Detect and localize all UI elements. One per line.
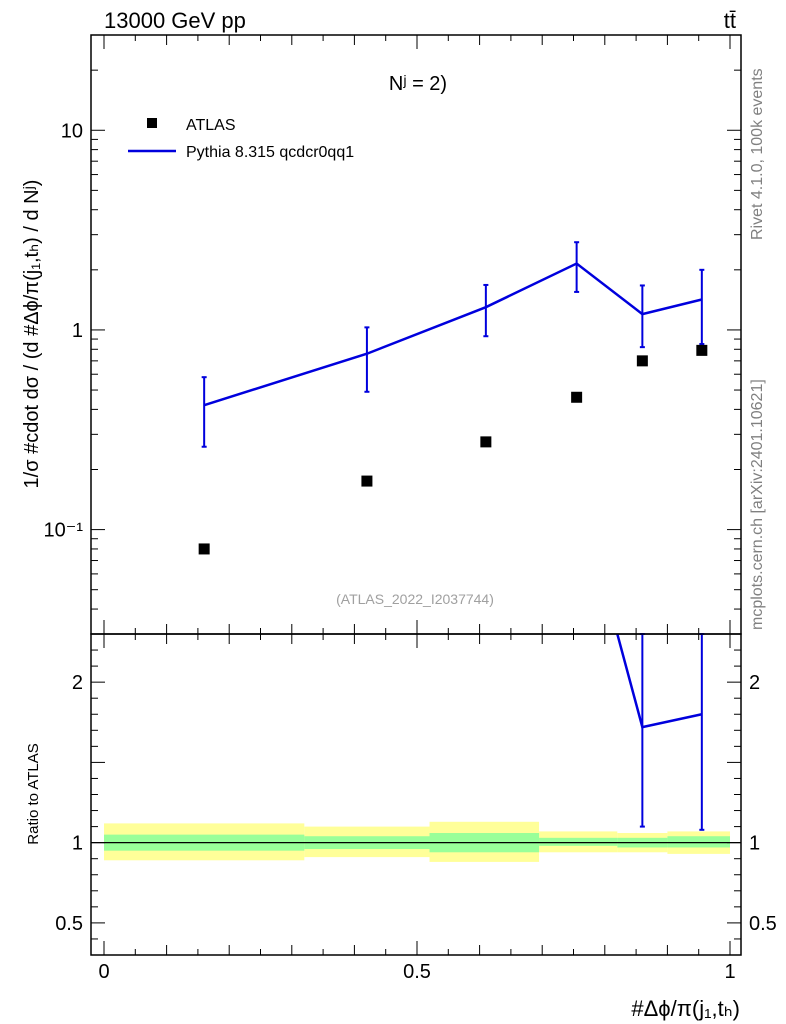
main-y-tick-label: 10⁻¹ <box>44 520 84 542</box>
header-process: tt̄ <box>724 8 736 33</box>
atlas-point <box>198 543 210 555</box>
ratio-y-tick-label-right: 0.5 <box>749 913 777 935</box>
header-energy: 13000 GeV pp <box>104 8 246 33</box>
ratio-y-tick-label-left: 0.5 <box>55 913 83 935</box>
atlas-point <box>696 344 708 356</box>
atlas-point <box>636 355 648 367</box>
ratio-bands <box>104 821 730 862</box>
pythia-line <box>203 262 703 407</box>
ratio-frame <box>90 633 742 956</box>
ratio-y-label: Ratio to ATLAS <box>25 743 42 844</box>
main-y-ticks: 10 1 10⁻¹ <box>44 34 741 635</box>
ratio-y-tick-label-right: 1 <box>749 833 760 855</box>
main-x-ticks <box>103 35 731 634</box>
ratio-band-inner <box>667 836 730 848</box>
ratio-y-tick-label-right: 2 <box>749 672 760 694</box>
ratio-mc <box>616 633 705 831</box>
ratio-x-tick-label: 0.5 <box>403 961 431 983</box>
legend-atlas-label: ATLAS <box>186 117 236 134</box>
ratio-y-tick-label-left: 2 <box>72 672 83 694</box>
ratio-band-inner <box>539 837 618 846</box>
main-y-tick-label: 10 <box>61 120 83 142</box>
main-series <box>198 241 708 555</box>
ratio-x-tick-label: 0 <box>98 961 109 983</box>
ratio-x-ticks <box>103 634 731 955</box>
atlas-point <box>480 436 492 448</box>
legend-pythia-label: Pythia 8.315 qcdcr0qq1 <box>186 144 354 161</box>
main-y-tick-label: 1 <box>72 320 83 342</box>
mcplots-label: mcplots.cern.ch [arXiv:2401.10621] <box>749 379 766 630</box>
legend-atlas-marker <box>147 118 157 128</box>
main-y-label: 1/σ #cdot dσ / (d #Δϕ/π(j₁,tₕ) / d Nʲ) <box>21 180 43 489</box>
main-panel: 10 1 10⁻¹ Nʲ = 2) (ATLAS_2022_I2037744) AT… <box>44 34 742 635</box>
ratio-panel: 2 2 1 1 0.5 0.5 0 0.5 1 <box>55 633 777 983</box>
chart-title: Nʲ = 2) <box>389 73 447 95</box>
watermark: (ATLAS_2022_I2037744) <box>336 591 494 607</box>
ratio-y-ticks: 2 2 1 1 0.5 0.5 0 0.5 1 <box>55 649 777 983</box>
rivet-label: Rivet 4.1.0, 100k events <box>749 68 766 240</box>
atlas-point <box>571 391 583 403</box>
ratio-x-tick-label: 1 <box>724 961 735 983</box>
x-axis-label: #Δϕ/π(j₁,tₕ) <box>631 996 740 1021</box>
ratio-pythia-line <box>616 633 703 729</box>
atlas-point <box>361 475 373 487</box>
ratio-y-tick-label-left: 1 <box>72 833 83 855</box>
legend: ATLAS Pythia 8.315 qcdcr0qq1 <box>128 117 354 161</box>
